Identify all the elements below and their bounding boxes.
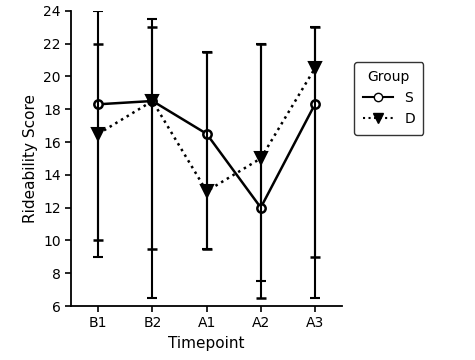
X-axis label: Timepoint: Timepoint <box>168 336 245 351</box>
Y-axis label: Rideability Score: Rideability Score <box>22 94 38 223</box>
Legend: S, D: S, D <box>354 62 423 135</box>
